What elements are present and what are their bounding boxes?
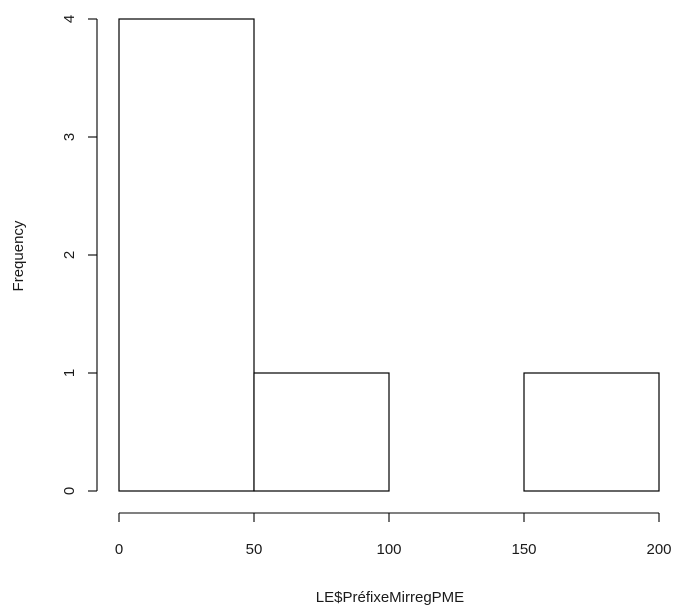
axes-layer: 0 1 2 3 4 0 50 100 150 200 <box>61 15 672 558</box>
y-tick-label-1: 1 <box>61 369 78 377</box>
histogram-bar-0-50 <box>118 18 255 492</box>
y-tick-label-3: 3 <box>61 133 78 141</box>
x-axis-label: LE$PréfixeMirregPME <box>316 589 464 606</box>
bars-layer <box>118 18 660 492</box>
y-tick-label-2: 2 <box>61 251 78 259</box>
x-tick-label-0: 0 <box>115 541 123 558</box>
y-axis-label: Frequency <box>10 220 27 291</box>
histogram-bar-50-100 <box>253 372 390 492</box>
x-tick-label-50: 50 <box>246 541 263 558</box>
x-tick-label-200: 200 <box>646 541 671 558</box>
y-tick-label-4: 4 <box>61 15 78 23</box>
histogram-bar-150-200 <box>523 372 660 492</box>
x-tick-label-150: 150 <box>511 541 536 558</box>
y-tick-label-0: 0 <box>61 487 78 495</box>
x-tick-label-100: 100 <box>376 541 401 558</box>
